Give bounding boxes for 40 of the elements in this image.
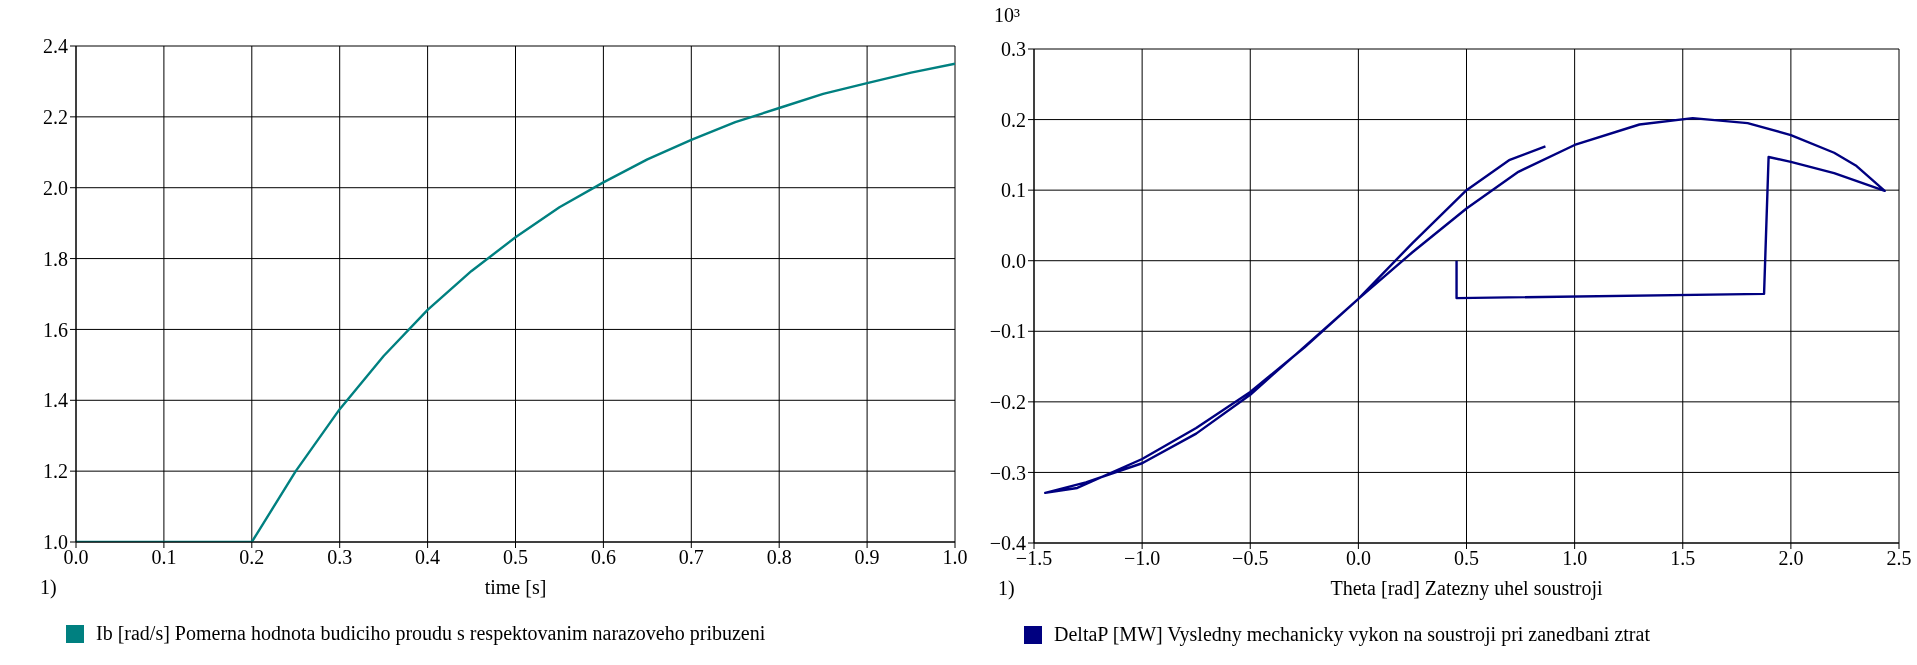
text: 1) xyxy=(40,576,57,599)
y-tick-label: 1.8 xyxy=(43,247,68,270)
text: 1) xyxy=(998,577,1015,600)
y-tick-label: 0.0 xyxy=(1001,249,1026,272)
x-tick-label: 1.0 xyxy=(1562,547,1588,570)
x-tick-label: 1.5 xyxy=(1670,547,1696,570)
y-tick-label: 2.4 xyxy=(43,35,68,58)
x-tick-label: 0.5 xyxy=(1454,547,1479,570)
legend-label: Ib [rad/s] Pomerna hodnota budiciho proudu s respektovanim narazoveho pribuzeni xyxy=(95,622,766,645)
x-tick-label: 0.9 xyxy=(854,546,880,569)
legend-label: DeltaP [MW] Vysledny mechanicky vykon na soustroji pri zanedbani ztrat xyxy=(1053,623,1650,646)
y-tick-label: −0.1 xyxy=(989,320,1026,343)
x-tick-label: 0.0 xyxy=(1345,547,1371,570)
y-tick-label: 2.2 xyxy=(43,105,68,128)
line-series xyxy=(1044,116,1886,495)
y-tick-label: −0.3 xyxy=(989,461,1026,484)
y-tick-label: 2.0 xyxy=(43,176,68,199)
x-tick-label: 0.7 xyxy=(678,546,704,569)
x-tick-label: −0.5 xyxy=(1232,547,1269,570)
y-tick-label: 1.2 xyxy=(43,460,68,483)
x-axis-title: Theta [rad] Zatezny uhel soustroji xyxy=(1330,577,1603,600)
y-tick-label: −0.2 xyxy=(989,390,1026,413)
x-tick-label: 0.3 xyxy=(327,546,353,569)
x-tick-label: 0.5 xyxy=(503,546,528,569)
x-tick-label: 0.6 xyxy=(590,546,616,569)
x-tick-label: 0.2 xyxy=(239,546,265,569)
x-tick-label: 0.1 xyxy=(151,546,177,569)
x-tick-label: 0.8 xyxy=(766,546,792,569)
y-tick-label: 1.4 xyxy=(43,389,68,412)
x-tick-label: 1.0 xyxy=(942,546,968,569)
y-tick-label: 0.3 xyxy=(1001,38,1026,61)
x-tick-label: 0.4 xyxy=(415,546,441,569)
x-tick-label: 2.0 xyxy=(1778,547,1804,570)
y-tick-label: 0.1 xyxy=(1001,179,1026,202)
x-axis-title: time [s] xyxy=(484,576,547,598)
x-tick-label: −1.0 xyxy=(1123,547,1161,570)
y-tick-label: 1.6 xyxy=(43,318,68,341)
y-axis-title: 10³ xyxy=(994,4,1020,27)
y-tick-label: 0.2 xyxy=(1001,108,1026,131)
x-tick-label: 2.5 xyxy=(1886,547,1912,570)
